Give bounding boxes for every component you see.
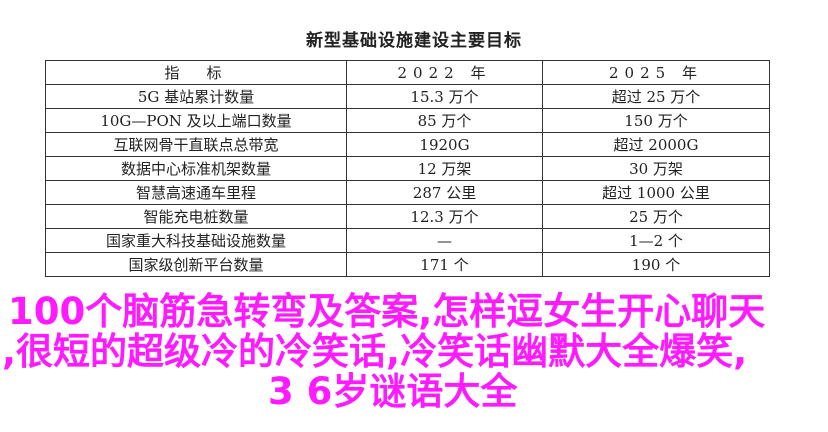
table-row: 5G 基站累计数量 15.3 万个 超过 25 万个: [45, 84, 770, 109]
value-2022-cell: 12 万架: [346, 156, 543, 181]
table-row: 10G—PON 及以上端口数量 85 万个 150 万个: [45, 108, 770, 133]
value-2025-cell: 25 万个: [542, 204, 770, 229]
indicator-cell: 智慧高速通车里程: [45, 180, 347, 205]
table-row: 智能充电桩数量 12.3 万个 25 万个: [45, 204, 770, 229]
header-cell: 指 标: [45, 60, 347, 85]
indicator-cell: 数据中心标准机架数量: [45, 156, 347, 181]
overlay-text-line-2: ,很短的超级冷的冷笑话,冷笑话幽默大全爆笑,: [2, 330, 748, 373]
header-cell: 2025 年: [542, 60, 770, 85]
indicator-cell: 智能充电桩数量: [45, 204, 347, 229]
overlay-text-line-3: 3 6岁谜语大全: [268, 370, 518, 413]
table-row: 数据中心标准机架数量 12 万架 30 万架: [45, 156, 770, 181]
value-2022-cell: 15.3 万个: [346, 84, 543, 109]
value-2022-cell: 12.3 万个: [346, 204, 543, 229]
value-2025-cell: 150 万个: [542, 108, 770, 133]
table-row: 国家重大科技基础设施数量 —1—2 个: [45, 228, 770, 253]
value-2025-cell: 190 个: [542, 252, 770, 277]
table-header-row: 指 标 2022 年 2025 年: [45, 60, 770, 85]
overlay-text-block: 100个脑筋急转弯及答案,怎样逗女生开心聊天 ,很短的超级冷的冷笑话,冷笑话幽默…: [0, 292, 828, 412]
table-row: 互联网骨干直联点总带宽 1920G 超过 2000G: [45, 132, 770, 157]
value-2022-cell: 287 公里: [346, 180, 543, 205]
indicator-cell: 国家级创新平台数量: [45, 252, 347, 277]
indicator-cell: 10G—PON 及以上端口数量: [45, 108, 347, 133]
indicator-cell: 国家重大科技基础设施数量: [45, 228, 347, 253]
value-2022-cell: 85 万个: [346, 108, 543, 133]
table-row: 智慧高速通车里程 287 公里 超过 1000 公里: [45, 180, 770, 205]
value-2025-cell: 超过 1000 公里: [542, 180, 770, 205]
overlay-text-line-1: 100个脑筋急转弯及答案,怎样逗女生开心聊天: [8, 290, 766, 333]
value-2022-cell: 1920G: [346, 132, 543, 157]
value-2022-cell: 171 个: [346, 252, 543, 277]
value-2022-cell: —: [346, 228, 543, 253]
header-cell: 2022 年: [346, 60, 543, 85]
indicator-cell: 5G 基站累计数量: [45, 84, 347, 109]
table-row: 国家级创新平台数量 171 个 190 个: [45, 252, 770, 277]
document-title: 新型基础设施建设主要目标: [306, 31, 522, 51]
value-2025-cell: 超过 25 万个: [542, 84, 770, 109]
indicator-cell: 互联网骨干直联点总带宽: [45, 132, 347, 157]
value-2025-cell: 30 万架: [542, 156, 770, 181]
targets-table: 指 标 2022 年 2025 年 5G 基站累计数量 15.3 万个 超过 25 …: [45, 60, 770, 277]
value-2025-cell: 超过 2000G: [542, 132, 770, 157]
value-2025-cell: 1—2 个: [542, 228, 770, 253]
